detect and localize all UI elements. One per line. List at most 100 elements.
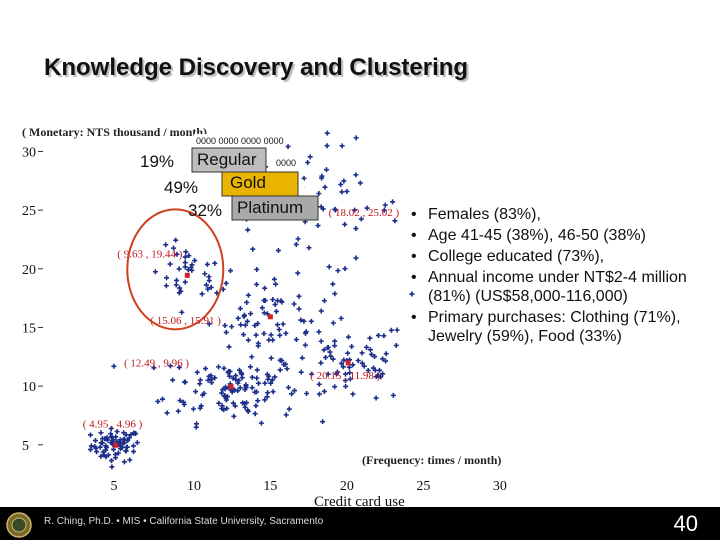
- bullet-income: Annual income under NT$2-4 million (81%)…: [408, 268, 720, 306]
- data-point: [232, 403, 238, 409]
- data-point: [315, 223, 321, 229]
- data-point: [255, 398, 261, 404]
- data-point: [221, 365, 227, 371]
- data-point: [318, 308, 324, 314]
- data-point: [236, 377, 242, 383]
- centroid-label: ( 9.63 , 19.44 ): [117, 248, 182, 260]
- data-point: [193, 424, 199, 430]
- data-point: [241, 314, 247, 320]
- data-point: [109, 464, 115, 470]
- segment-name-platinum: Platinum: [237, 198, 303, 217]
- data-point: [194, 369, 200, 375]
- data-point: [367, 335, 373, 341]
- data-point: [105, 452, 111, 458]
- data-point: [378, 374, 384, 380]
- data-point: [249, 354, 255, 360]
- data-point: [335, 268, 341, 274]
- data-point: [250, 246, 256, 252]
- data-point: [98, 453, 104, 459]
- data-point: [109, 458, 115, 464]
- data-point: [241, 332, 247, 338]
- data-point: [390, 199, 396, 205]
- centroid-label: ( 4.95 , 4.96 ): [83, 418, 143, 430]
- platinum-card: [231, 195, 319, 221]
- data-point: [372, 354, 378, 360]
- data-point: [212, 375, 218, 381]
- data-point: [113, 434, 119, 440]
- segment-overlay: 0000 0000 0000 0000 0000 0000 19% Regula…: [140, 134, 319, 221]
- data-point: [323, 167, 329, 173]
- segment-percent-regular: 19%: [140, 152, 174, 171]
- data-point: [179, 309, 185, 315]
- data-point: [383, 358, 389, 364]
- data-point: [270, 337, 276, 343]
- data-point: [253, 403, 259, 409]
- data-point: [380, 356, 386, 362]
- data-point: [119, 445, 125, 451]
- data-point: [219, 403, 225, 409]
- data-point: [222, 323, 228, 329]
- data-point: [273, 308, 279, 314]
- data-point: [173, 282, 179, 288]
- data-point: [277, 367, 283, 373]
- data-point: [227, 268, 233, 274]
- y-axis-label: ( Monetary: NTS thousand / month): [22, 125, 207, 139]
- data-point: [254, 266, 260, 272]
- data-point: [295, 270, 301, 276]
- data-point: [231, 413, 237, 419]
- data-point: [285, 144, 291, 150]
- data-point: [342, 377, 348, 383]
- data-point: [205, 286, 211, 292]
- data-point: [345, 350, 351, 356]
- segment-percent-gold: 49%: [164, 178, 198, 197]
- data-point: [324, 130, 330, 136]
- data-point: [269, 377, 275, 383]
- points-layer: [87, 130, 415, 470]
- data-point: [318, 204, 324, 210]
- data-point: [361, 363, 367, 369]
- data-point: [346, 364, 352, 370]
- data-point: [176, 364, 182, 370]
- data-point: [264, 371, 270, 377]
- data-point: [186, 253, 192, 259]
- data-point: [270, 297, 276, 303]
- data-point: [273, 281, 279, 287]
- bullet-gender: Females (83%),: [408, 205, 720, 224]
- data-point: [258, 420, 264, 426]
- y-tick-label: 5: [22, 439, 29, 454]
- data-point: [238, 322, 244, 328]
- credit-card-use-label: Credit card use: [314, 494, 405, 510]
- data-point: [193, 389, 199, 395]
- data-point: [365, 367, 371, 373]
- data-point: [332, 384, 338, 390]
- data-point: [359, 350, 365, 356]
- data-point: [341, 178, 347, 184]
- data-point: [197, 405, 203, 411]
- data-point: [270, 389, 276, 395]
- data-point: [204, 261, 210, 267]
- data-point: [332, 206, 338, 212]
- data-point: [151, 365, 157, 371]
- data-point: [167, 363, 173, 369]
- segment-percent-platinum: 32%: [188, 201, 222, 220]
- data-point: [324, 143, 330, 149]
- data-point: [316, 329, 322, 335]
- x-tick-label: 10: [187, 479, 201, 494]
- data-point: [255, 321, 261, 327]
- bullet-age: Age 41-45 (38%), 46-50 (38%): [408, 226, 720, 245]
- data-point: [247, 364, 253, 370]
- code-strip-regular: [194, 134, 276, 148]
- data-point: [277, 357, 283, 363]
- data-point: [224, 405, 230, 411]
- data-point: [381, 333, 387, 339]
- data-point: [316, 391, 322, 397]
- data-point: [332, 343, 338, 349]
- data-point: [298, 369, 304, 375]
- page-number: 40: [673, 511, 698, 536]
- data-point: [237, 385, 243, 391]
- data-point: [245, 407, 251, 413]
- data-point: [88, 447, 94, 453]
- data-point: [130, 443, 136, 449]
- data-point: [174, 277, 180, 283]
- data-point: [325, 371, 331, 377]
